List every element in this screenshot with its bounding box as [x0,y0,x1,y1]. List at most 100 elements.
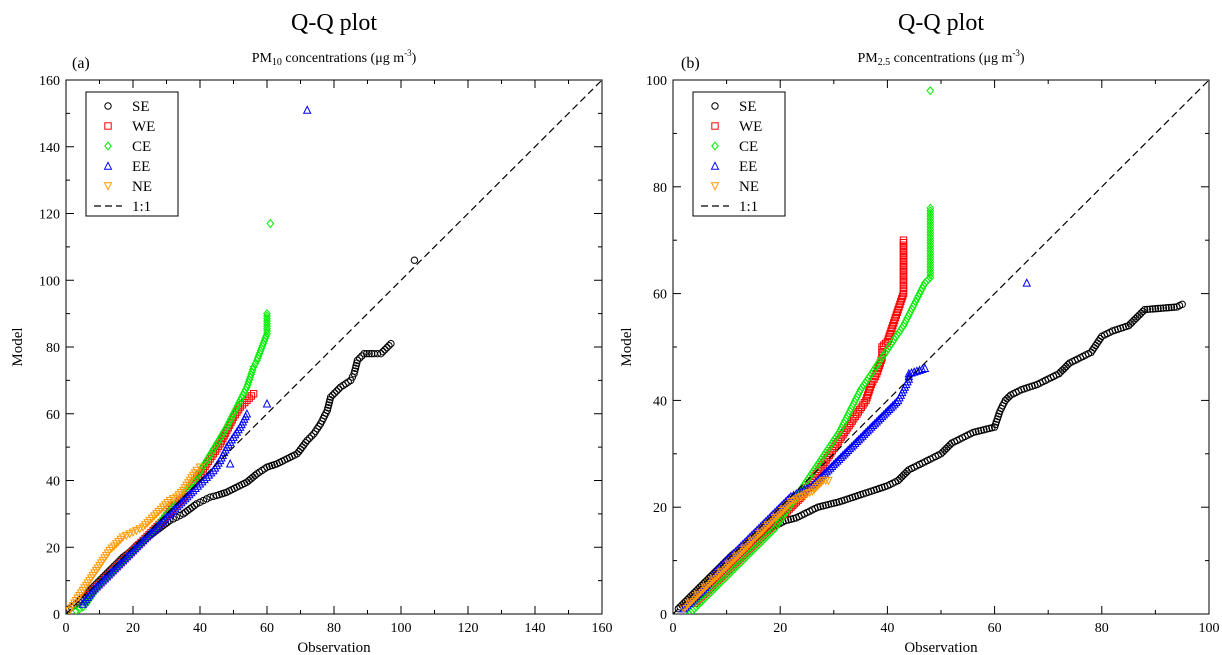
legend-swatch [711,141,719,151]
legend-swatch [710,161,720,170]
data-point [926,224,935,235]
data-point [686,597,696,607]
data-point [154,519,164,529]
data-point [1132,314,1140,323]
data-point [926,240,935,251]
legend-label: EE [132,159,150,175]
data-point [824,476,833,486]
data-point [911,297,920,307]
x-tick-label: 100 [1199,621,1220,636]
data-point [926,206,935,216]
data-point [263,316,271,326]
data-point [160,513,170,523]
data-point [777,507,787,516]
legend-swatch [711,102,719,110]
series-ee [78,105,312,608]
data-point [897,295,906,303]
data-point [772,512,781,521]
y-tick-label: 40 [46,475,60,490]
data-point [328,391,337,399]
data-point [725,558,735,568]
data-point [688,596,697,605]
data-point [926,256,935,267]
x-axis-label: Observation [297,640,371,655]
data-point [1140,305,1149,314]
data-point [128,528,138,538]
data-point [926,232,935,243]
data-point [112,561,122,571]
chart-subtitle: PM2.5 concentrations (μg m-3) [857,48,1024,68]
data-point [740,544,749,553]
data-point [334,385,343,393]
data-point [867,380,876,389]
data-point [926,216,935,227]
x-tick-label: 0 [670,621,677,636]
data-point [918,283,927,293]
data-point [940,446,949,454]
data-point [236,395,245,405]
data-point [126,547,136,557]
data-point [125,530,134,539]
data-point [168,505,178,515]
legend-swatch [104,122,112,130]
y-tick-label: 80 [46,341,60,356]
data-point [118,555,128,565]
y-axis-label: Model [619,327,635,366]
data-point [150,523,160,533]
data-point [926,254,935,264]
data-point [862,396,870,405]
data-point [946,441,954,449]
data-point [162,511,172,521]
data-point [172,501,182,511]
data-point [926,86,935,96]
data-point [184,489,194,499]
data-point [682,601,692,610]
data-point [926,227,935,237]
data-point [718,565,728,575]
data-point [326,393,335,401]
data-point [779,505,789,514]
plot-area [66,80,602,614]
data-point [783,501,792,511]
data-point [1128,318,1136,326]
data-point [360,349,368,358]
data-point [192,466,201,476]
data-point [1064,361,1072,369]
panel-label: (b) [681,55,700,72]
y-tick-label: 100 [646,74,667,89]
data-point [892,397,901,406]
legend-item-1-to-1: 1:1 [701,199,758,215]
x-tick-label: 40 [193,621,207,636]
one-to-one-line [673,80,1209,614]
data-point [926,243,935,253]
data-point [917,286,925,296]
data-point [193,481,203,490]
data-point [917,364,927,373]
data-point [132,541,142,551]
data-point [385,341,393,350]
chart-panel-a: Q-Q plot PM10 concentrations (μg m-3) (a) 0… [10,10,613,655]
data-point [944,442,952,451]
data-point [381,345,389,354]
data-point [898,292,907,300]
data-point [195,479,205,488]
data-point [164,509,174,519]
data-point [899,471,908,479]
data-point [128,545,138,555]
data-point [120,553,130,563]
data-point [122,551,132,561]
data-point [362,349,371,358]
data-point [729,555,739,564]
data-point [809,485,819,495]
legend-item-se: SE [711,99,757,115]
legend-item-ne: NE [710,179,759,195]
data-point [697,587,706,596]
data-point [124,549,134,559]
data-point [1130,316,1138,324]
data-point [134,539,144,549]
data-point [727,556,737,566]
data-point [904,368,914,378]
data-point [915,289,924,299]
legend-item-ce: CE [711,139,758,155]
data-point [301,438,310,447]
